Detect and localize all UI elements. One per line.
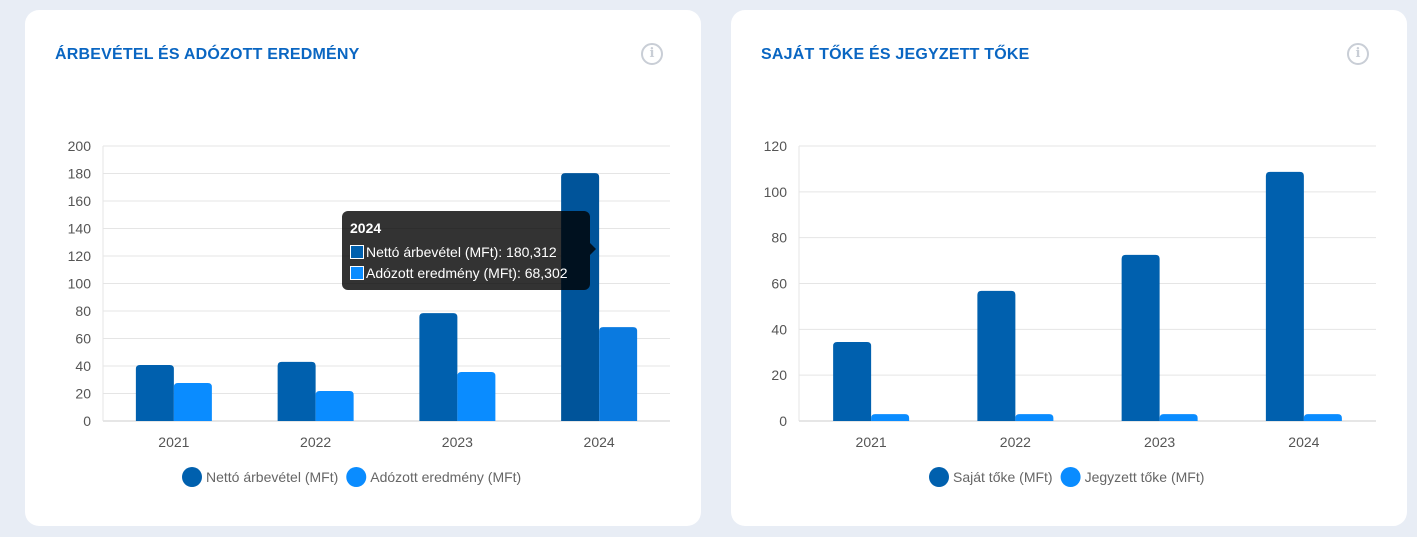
y-tick-label: 20 bbox=[75, 386, 91, 402]
x-tick-label: 2022 bbox=[1000, 434, 1031, 450]
y-tick-label: 60 bbox=[75, 331, 91, 347]
y-tick-label: 80 bbox=[75, 303, 91, 319]
equity-chart: 0 20 40 60 80 100 120 2021 2022 2023 2024 Saját tők… bbox=[764, 138, 1376, 487]
legend-swatch bbox=[1060, 467, 1081, 487]
card-title: SAJÁT TŐKE ÉS JEGYZETT TŐKE bbox=[761, 46, 1030, 63]
legend-swatch bbox=[346, 467, 367, 487]
x-tick-label: 2024 bbox=[584, 434, 615, 450]
bar bbox=[599, 327, 638, 421]
y-tick-label: 80 bbox=[771, 230, 787, 246]
bar bbox=[833, 341, 872, 421]
bar bbox=[871, 414, 910, 421]
info-icon[interactable]: i bbox=[1347, 43, 1369, 65]
y-tick-label: 120 bbox=[764, 138, 788, 154]
legend-swatch bbox=[182, 467, 202, 487]
bar bbox=[277, 361, 316, 421]
info-icon[interactable]: i bbox=[641, 43, 663, 65]
legend-label: Jegyzett tőke (MFt) bbox=[1085, 469, 1205, 485]
y-tick-label: 20 bbox=[771, 367, 787, 383]
y-tick-label: 40 bbox=[771, 321, 787, 337]
x-tick-label: 2023 bbox=[1144, 434, 1175, 450]
y-tick-label: 0 bbox=[779, 413, 787, 429]
y-tick-label: 200 bbox=[68, 138, 92, 154]
legend-label: Nettó árbevétel (MFt) bbox=[206, 469, 338, 485]
y-tick-label: 0 bbox=[83, 413, 91, 429]
legend-label: Saját tőke (MFt) bbox=[953, 469, 1053, 485]
legend-swatch bbox=[929, 467, 949, 487]
equity-card: SAJÁT TŐKE ÉS JEGYZETT TŐKE i 0 20 40 60 80 1… bbox=[731, 10, 1407, 526]
revenue-card: ÁRBEVÉTEL ÉS ADÓZOTT EREDMÉNY i 0 20 40 60 8… bbox=[25, 10, 701, 526]
bar bbox=[1303, 414, 1342, 421]
tooltip-swatch bbox=[350, 266, 364, 280]
x-tick-label: 2021 bbox=[158, 434, 189, 450]
bar bbox=[1159, 414, 1198, 421]
y-tick-label: 120 bbox=[68, 248, 92, 264]
bar bbox=[457, 372, 496, 421]
bar bbox=[173, 383, 212, 421]
legend-label: Adózott eredmény (MFt) bbox=[370, 469, 521, 485]
tooltip-swatch bbox=[350, 245, 364, 259]
card-title: ÁRBEVÉTEL ÉS ADÓZOTT EREDMÉNY bbox=[55, 46, 360, 63]
y-tick-label: 100 bbox=[68, 276, 92, 292]
tooltip-title: 2024 bbox=[350, 220, 382, 236]
x-tick-label: 2022 bbox=[300, 434, 331, 450]
y-tick-label: 180 bbox=[68, 166, 92, 182]
y-tick-label: 40 bbox=[75, 358, 91, 374]
tooltip-row: Adózott eredmény (MFt): 68,302 bbox=[366, 265, 568, 281]
y-tick-label: 60 bbox=[771, 276, 787, 292]
y-tick-label: 160 bbox=[68, 193, 92, 209]
bar bbox=[315, 391, 354, 421]
x-tick-label: 2023 bbox=[442, 434, 473, 450]
bar bbox=[1121, 254, 1160, 421]
bar bbox=[135, 365, 174, 421]
bar bbox=[419, 313, 458, 421]
tooltip: 2024 Nettó árbevétel (MFt): 180,312 Adóz… bbox=[342, 211, 596, 290]
y-tick-label: 100 bbox=[764, 184, 788, 200]
x-tick-label: 2024 bbox=[1288, 434, 1319, 450]
tooltip-row: Nettó árbevétel (MFt): 180,312 bbox=[366, 244, 557, 260]
y-tick-label: 140 bbox=[68, 221, 92, 237]
x-tick-label: 2021 bbox=[856, 434, 887, 450]
bar bbox=[1265, 171, 1304, 421]
bar bbox=[1015, 414, 1054, 421]
bar bbox=[977, 290, 1016, 421]
